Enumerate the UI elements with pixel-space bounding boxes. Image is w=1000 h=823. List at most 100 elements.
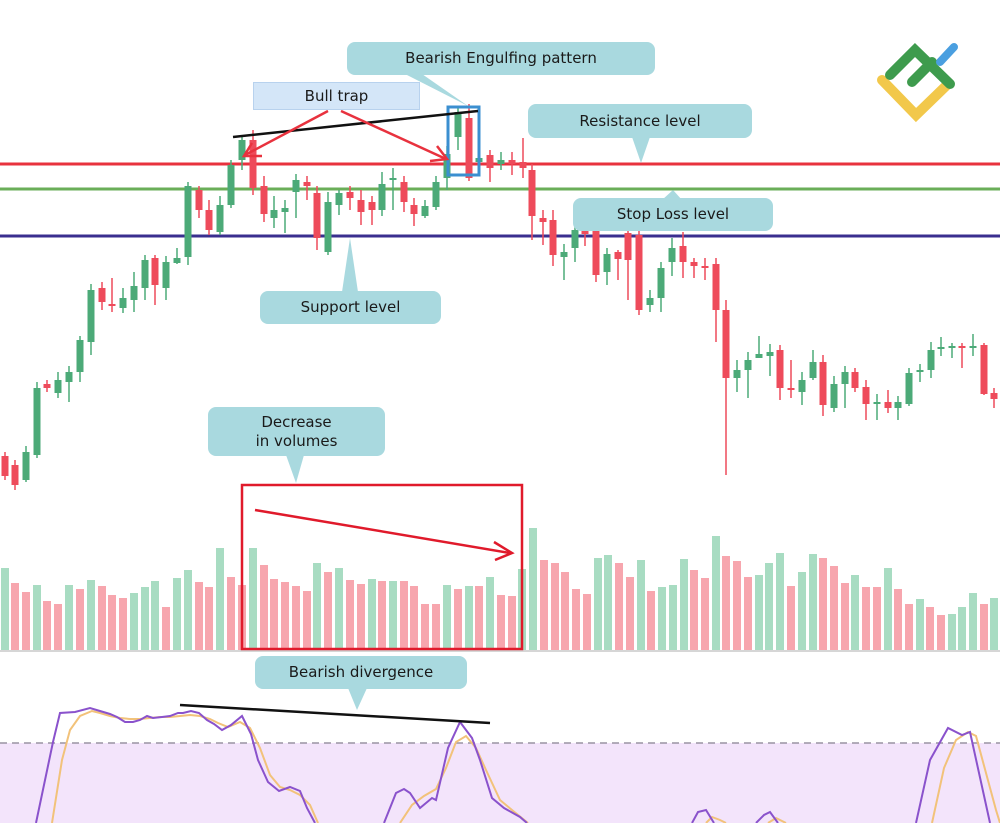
volume-bar	[787, 586, 795, 650]
stop-loss-callout: Stop Loss level	[573, 198, 773, 231]
candle-body	[184, 186, 192, 257]
candle-body	[216, 205, 224, 232]
volume-bar	[335, 568, 343, 650]
candles	[1, 104, 998, 490]
volume-bar	[22, 592, 30, 650]
volume-bar	[540, 560, 548, 650]
divergence-label: Bearish divergence	[288, 663, 434, 681]
volume-bar	[733, 561, 741, 650]
volume-bar	[572, 589, 580, 650]
callout-tail	[405, 74, 468, 106]
candle-body	[927, 350, 935, 370]
volume-bar	[54, 604, 62, 650]
candle-body	[657, 268, 665, 298]
volume-bar	[905, 604, 913, 650]
candle-body	[766, 352, 774, 356]
bull-trap-label: Bull trap	[304, 86, 369, 105]
candle-body	[1, 456, 9, 476]
candle-body	[227, 165, 235, 205]
volume-decrease-box	[240, 483, 524, 651]
volume-bar	[841, 583, 849, 650]
candle-body	[733, 370, 741, 378]
oscillator-k-line	[35, 706, 316, 823]
callout-tail	[632, 137, 650, 163]
candle-body	[238, 140, 246, 160]
candle-body	[603, 254, 611, 272]
volume-bar	[744, 577, 752, 650]
volume-bar	[1, 568, 9, 650]
oscillator-lines	[35, 706, 1000, 823]
candle-body	[755, 354, 763, 358]
divergence-callout: Bearish divergence	[255, 656, 467, 689]
volume-bar	[508, 596, 516, 650]
volume-bar	[281, 582, 289, 650]
volume-bar	[270, 579, 278, 650]
candle-body	[624, 233, 632, 260]
volume-bar	[884, 568, 892, 650]
volume-bar	[669, 585, 677, 650]
candle-body	[937, 347, 945, 349]
candle-body	[668, 248, 676, 262]
volume-bar	[119, 598, 127, 650]
support-label: Support level	[300, 298, 401, 316]
candle-body	[454, 112, 462, 137]
candle-body	[162, 262, 170, 288]
volume-bar	[292, 586, 300, 650]
candle-body	[744, 360, 752, 370]
volume-bar	[303, 591, 311, 650]
volume-bar	[400, 581, 408, 650]
candle-body	[421, 206, 429, 216]
candle-body	[432, 182, 440, 207]
volume-bar	[561, 572, 569, 650]
volume-bar	[346, 580, 354, 650]
candle-body	[851, 372, 859, 388]
volume-bar	[809, 554, 817, 650]
volume-bar	[151, 581, 159, 650]
candle-body	[400, 182, 408, 202]
volume-bar	[980, 604, 988, 650]
candle-body	[722, 310, 730, 378]
candle-body	[98, 288, 106, 302]
volume-bar	[249, 548, 257, 650]
candle-body	[905, 373, 913, 404]
candle-body	[130, 286, 138, 300]
candle-body	[119, 298, 127, 308]
candle-body	[508, 160, 516, 164]
candle-body	[281, 208, 289, 212]
candle-body	[486, 155, 494, 168]
price-levels	[0, 162, 1000, 238]
oscillator-k-line	[915, 726, 991, 823]
candle-body	[549, 220, 557, 255]
volume-decrease-arrow	[254, 508, 511, 555]
volume-bar	[712, 536, 720, 650]
candle-body	[249, 140, 257, 188]
volume-bar	[830, 566, 838, 650]
candle-body	[357, 200, 365, 212]
volume-bar	[465, 586, 473, 650]
oscillator-d-line	[767, 816, 787, 823]
bull-trap-arrow-right	[340, 109, 447, 161]
volume-bar	[195, 582, 203, 650]
volume-bar	[227, 577, 235, 650]
annotation-shapes	[179, 74, 682, 725]
volume-bar	[389, 581, 397, 650]
candle-body	[303, 182, 311, 186]
candle-body	[948, 346, 956, 348]
volume-bar	[969, 593, 977, 650]
volume-bar	[11, 583, 19, 650]
candle-body	[368, 202, 376, 210]
oscillator-k-line	[383, 720, 528, 823]
oscillator-d-line	[705, 815, 727, 823]
candle-body	[679, 246, 687, 262]
candle-body	[776, 350, 784, 388]
candle-body	[260, 186, 268, 214]
engulfing-box	[446, 105, 481, 177]
volume-bar	[454, 589, 462, 650]
candle-body	[151, 258, 159, 285]
volume-bar	[205, 587, 213, 650]
volume-bar	[421, 604, 429, 650]
volume-bar	[475, 586, 483, 650]
volume-bar	[894, 589, 902, 650]
volume-bar	[378, 581, 386, 650]
volume-bar	[722, 556, 730, 650]
